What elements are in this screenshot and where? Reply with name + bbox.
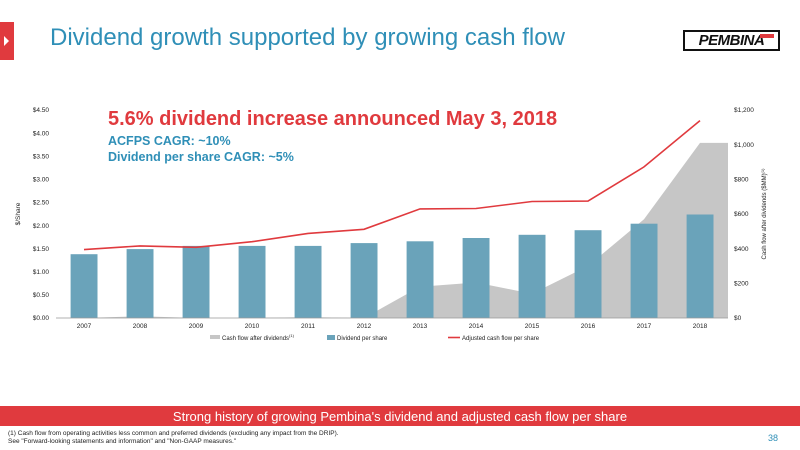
- footnote-2: See "Forward-looking statements and info…: [8, 438, 237, 446]
- y-tick-label: $1.00: [33, 269, 50, 276]
- x-tick-label: 2008: [133, 323, 148, 330]
- y-tick-label: $0.00: [33, 315, 50, 322]
- bar-dividend-per-share: [406, 241, 434, 318]
- legend-footnote-marker: (1): [289, 333, 295, 338]
- dividend-cagr-label: Dividend per share CAGR: ~5%: [108, 150, 294, 164]
- x-tick-label: 2014: [469, 323, 484, 330]
- legend-swatch-cash-flow-after-dividends: [210, 335, 220, 339]
- legend-label-dividend-per-share: Dividend per share: [337, 336, 388, 342]
- acfps-cagr-label: ACFPS CAGR: ~10%: [108, 134, 231, 148]
- x-tick-label: 2016: [581, 323, 596, 330]
- y-tick-label: $4.00: [33, 130, 50, 137]
- bar-dividend-per-share: [126, 249, 154, 318]
- footnote-1: (1) Cash flow from operating activities …: [8, 430, 339, 437]
- x-tick-label: 2010: [245, 323, 260, 330]
- bar-dividend-per-share: [630, 223, 658, 318]
- bar-dividend-per-share: [574, 230, 602, 318]
- bar-dividend-per-share: [182, 245, 210, 318]
- y-tick-label: $2.50: [33, 200, 50, 207]
- y2-tick-label: $200: [734, 281, 749, 288]
- x-tick-label: 2007: [77, 323, 92, 330]
- bar-dividend-per-share: [70, 254, 98, 318]
- y-axis-title: $/Share: [15, 202, 22, 225]
- x-tick-label: 2015: [525, 323, 540, 330]
- x-tick-label: 2017: [637, 323, 652, 330]
- left-accent-bar: [0, 22, 14, 60]
- y-tick-label: $1.50: [33, 246, 50, 253]
- company-logo: PEMBINA: [683, 30, 780, 51]
- y-tick-label: $3.50: [33, 153, 50, 160]
- y-tick-label: $4.50: [33, 107, 50, 114]
- summary-banner-text: Strong history of growing Pembina's divi…: [172, 408, 628, 424]
- legend-swatch-dividend-per-share: [327, 335, 335, 340]
- logo-stripe: [760, 34, 774, 38]
- y2-tick-label: $0: [734, 315, 742, 322]
- y2-tick-label: $1,000: [734, 142, 754, 149]
- x-tick-label: 2013: [413, 323, 428, 330]
- y-tick-label: $0.50: [33, 292, 50, 299]
- bar-dividend-per-share: [686, 214, 714, 318]
- y2-tick-label: $1,200: [734, 107, 754, 114]
- y-tick-label: $2.00: [33, 223, 50, 230]
- line-adjusted-cash-flow-per-share: [83, 119, 701, 251]
- page-title: Dividend growth supported by growing cas…: [50, 24, 565, 51]
- x-tick-label: 2018: [693, 323, 708, 330]
- dividend-chart: $0.00 $0.50 $1.00 $1.50 $2.00 $2.50 $3.00 $3.50…: [15, 107, 768, 342]
- x-tick-label: 2012: [357, 323, 372, 330]
- summary-banner: Strong history of growing Pembina's divi…: [0, 406, 800, 426]
- y2-tick-label: $600: [734, 211, 749, 218]
- y2-axis-title-footnote-marker: (1): [760, 168, 765, 174]
- bar-dividend-per-share: [238, 245, 266, 318]
- x-tick-label: 2011: [301, 323, 315, 330]
- legend-label-adjusted-cash-flow-per-share: Adjusted cash flow per share: [462, 336, 540, 342]
- legend-label-cash-flow-after-dividends: Cash flow after dividends(1): [222, 333, 295, 342]
- bar-dividend-per-share: [294, 245, 322, 318]
- y2-tick-label: $800: [734, 177, 749, 184]
- y2-axis-title: Cash flow after dividends ($MM)(1): [760, 168, 768, 260]
- page-number: 38: [767, 433, 778, 443]
- x-tick-label: 2009: [189, 323, 204, 330]
- dividend-increase-headline: 5.6% dividend increase announced May 3, …: [108, 108, 558, 130]
- area-cash-flow-after-dividends: [56, 142, 728, 318]
- y2-tick-label: $400: [734, 246, 749, 253]
- bar-dividend-per-share: [350, 243, 378, 318]
- y-tick-label: $3.00: [33, 177, 50, 184]
- footnotes: (1) Cash flow from operating activities …: [8, 430, 339, 446]
- bar-dividend-per-share: [462, 238, 490, 318]
- logo-text: PEMBINA: [698, 32, 765, 49]
- bar-dividend-per-share: [518, 234, 546, 318]
